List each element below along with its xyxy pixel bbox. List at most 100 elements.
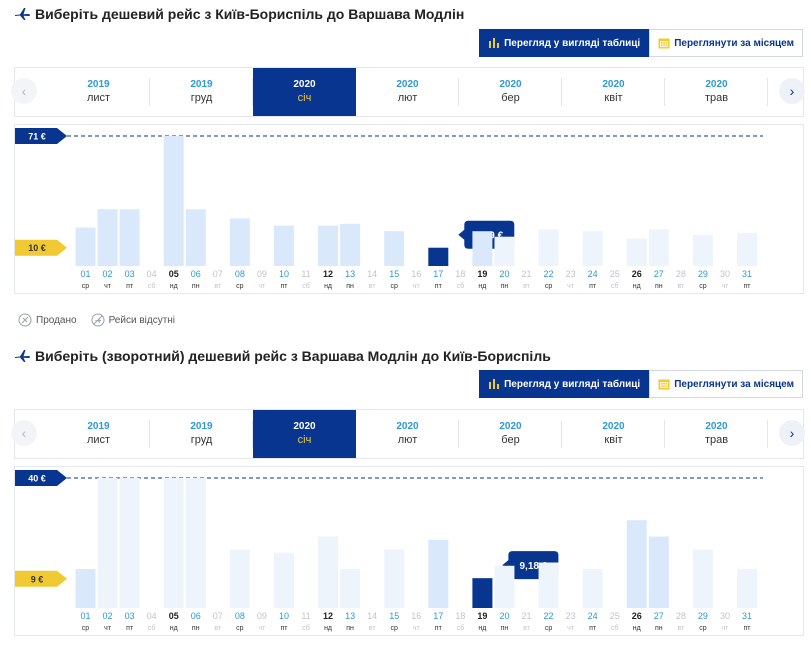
month-tab-active[interactable]: 2020 січ (253, 410, 356, 458)
table-view-button[interactable]: Перегляд у вигляді таблиці (479, 370, 650, 398)
month-tab[interactable]: 2020 бер (459, 68, 562, 116)
month-tab[interactable]: 2020 лют (356, 68, 459, 116)
next-month-arrow[interactable]: › (779, 78, 805, 104)
day-number-label[interactable]: 23 (566, 269, 576, 279)
fare-bar[interactable] (340, 569, 361, 608)
fare-bar[interactable] (626, 238, 647, 266)
day-number-label[interactable]: 27 (654, 611, 664, 621)
day-number-label[interactable]: 01 (80, 611, 90, 621)
day-number-label[interactable]: 03 (125, 269, 135, 279)
month-tab[interactable]: 2019 груд (150, 410, 253, 458)
day-number-label[interactable]: 22 (544, 269, 554, 279)
fare-bar[interactable] (582, 569, 603, 608)
prev-month-arrow[interactable]: ‹ (11, 420, 37, 446)
day-number-label[interactable]: 20 (499, 269, 509, 279)
day-number-label[interactable]: 28 (676, 611, 686, 621)
fare-bar[interactable] (737, 233, 757, 266)
day-number-label[interactable]: 25 (610, 611, 620, 621)
day-number-label[interactable]: 05 (169, 269, 179, 279)
day-number-label[interactable]: 23 (566, 611, 576, 621)
fare-bar[interactable] (75, 569, 96, 608)
month-tab[interactable]: 2020 трав (665, 410, 768, 458)
month-tab[interactable]: 2020 бер (459, 410, 562, 458)
fare-bar[interactable] (692, 549, 713, 609)
day-number-label[interactable]: 21 (521, 611, 531, 621)
month-tab[interactable]: 2019 груд (150, 68, 253, 116)
day-number-label[interactable]: 05 (169, 611, 179, 621)
day-number-label[interactable]: 14 (367, 269, 377, 279)
day-number-label[interactable]: 25 (610, 269, 620, 279)
day-number-label[interactable]: 18 (455, 269, 465, 279)
fare-bar[interactable] (384, 231, 405, 266)
day-number-label[interactable]: 13 (345, 269, 355, 279)
day-number-label[interactable]: 31 (742, 269, 752, 279)
fare-bar[interactable] (340, 223, 361, 266)
next-month-arrow[interactable]: › (779, 420, 805, 446)
day-number-label[interactable]: 02 (103, 269, 113, 279)
fare-bar[interactable] (185, 478, 206, 608)
prev-month-arrow[interactable]: ‹ (11, 78, 37, 104)
month-tab[interactable]: 2019 лист (47, 68, 150, 116)
day-number-label[interactable]: 24 (588, 269, 598, 279)
day-number-label[interactable]: 10 (279, 269, 289, 279)
day-number-label[interactable]: 13 (345, 611, 355, 621)
fare-bar[interactable] (494, 565, 515, 608)
day-number-label[interactable]: 27 (654, 269, 664, 279)
day-number-label[interactable]: 30 (720, 611, 730, 621)
fare-bar[interactable] (626, 520, 647, 608)
day-number-label[interactable]: 17 (433, 269, 443, 279)
fare-bar[interactable] (273, 225, 294, 266)
fare-bar[interactable] (582, 231, 603, 266)
fare-bar[interactable] (273, 552, 294, 608)
day-number-label[interactable]: 02 (103, 611, 113, 621)
day-number-label[interactable]: 10 (279, 611, 289, 621)
day-number-label[interactable]: 04 (147, 269, 157, 279)
day-number-label[interactable]: 22 (544, 611, 554, 621)
day-number-label[interactable]: 08 (235, 611, 245, 621)
fare-bar-selected[interactable] (428, 247, 449, 266)
fare-bar[interactable] (163, 136, 184, 266)
fare-bar[interactable] (538, 229, 559, 266)
day-number-label[interactable]: 03 (125, 611, 135, 621)
fare-bar[interactable] (428, 539, 449, 608)
fare-bar[interactable] (692, 234, 713, 266)
day-number-label[interactable]: 29 (698, 611, 708, 621)
day-number-label[interactable]: 20 (499, 611, 509, 621)
day-number-label[interactable]: 14 (367, 611, 377, 621)
day-number-label[interactable]: 06 (191, 269, 201, 279)
fare-bar[interactable] (648, 536, 669, 609)
day-number-label[interactable]: 26 (632, 611, 642, 621)
month-view-button[interactable]: Переглянути за місяцем (649, 29, 803, 57)
month-tab[interactable]: 2020 квіт (562, 410, 665, 458)
day-number-label[interactable]: 16 (411, 611, 421, 621)
month-tab[interactable]: 2020 лют (356, 410, 459, 458)
day-number-label[interactable]: 18 (455, 611, 465, 621)
fare-bar[interactable] (97, 478, 118, 608)
day-number-label[interactable]: 29 (698, 269, 708, 279)
fare-bar[interactable] (119, 478, 140, 608)
day-number-label[interactable]: 15 (389, 611, 399, 621)
month-tab-active[interactable]: 2020 січ (253, 68, 356, 116)
day-number-label[interactable]: 04 (147, 611, 157, 621)
fare-bar[interactable] (229, 218, 250, 266)
fare-bar[interactable] (163, 478, 184, 608)
day-number-label[interactable]: 09 (257, 269, 267, 279)
fare-bar[interactable] (119, 209, 140, 266)
day-number-label[interactable]: 15 (389, 269, 399, 279)
fare-bar[interactable] (97, 209, 118, 266)
month-tab[interactable]: 2020 трав (665, 68, 768, 116)
day-number-label[interactable]: 19 (477, 269, 487, 279)
fare-bar[interactable] (185, 209, 206, 266)
day-number-label[interactable]: 26 (632, 269, 642, 279)
month-view-button[interactable]: Переглянути за місяцем (649, 370, 803, 398)
fare-bar[interactable] (494, 236, 515, 266)
day-number-label[interactable]: 07 (213, 269, 223, 279)
day-number-label[interactable]: 21 (521, 269, 531, 279)
day-number-label[interactable]: 16 (411, 269, 421, 279)
day-number-label[interactable]: 01 (80, 269, 90, 279)
fare-bar[interactable] (538, 562, 559, 609)
day-number-label[interactable]: 09 (257, 611, 267, 621)
day-number-label[interactable]: 31 (742, 611, 752, 621)
month-tab[interactable]: 2019 лист (47, 410, 150, 458)
fare-bar[interactable] (472, 231, 493, 266)
